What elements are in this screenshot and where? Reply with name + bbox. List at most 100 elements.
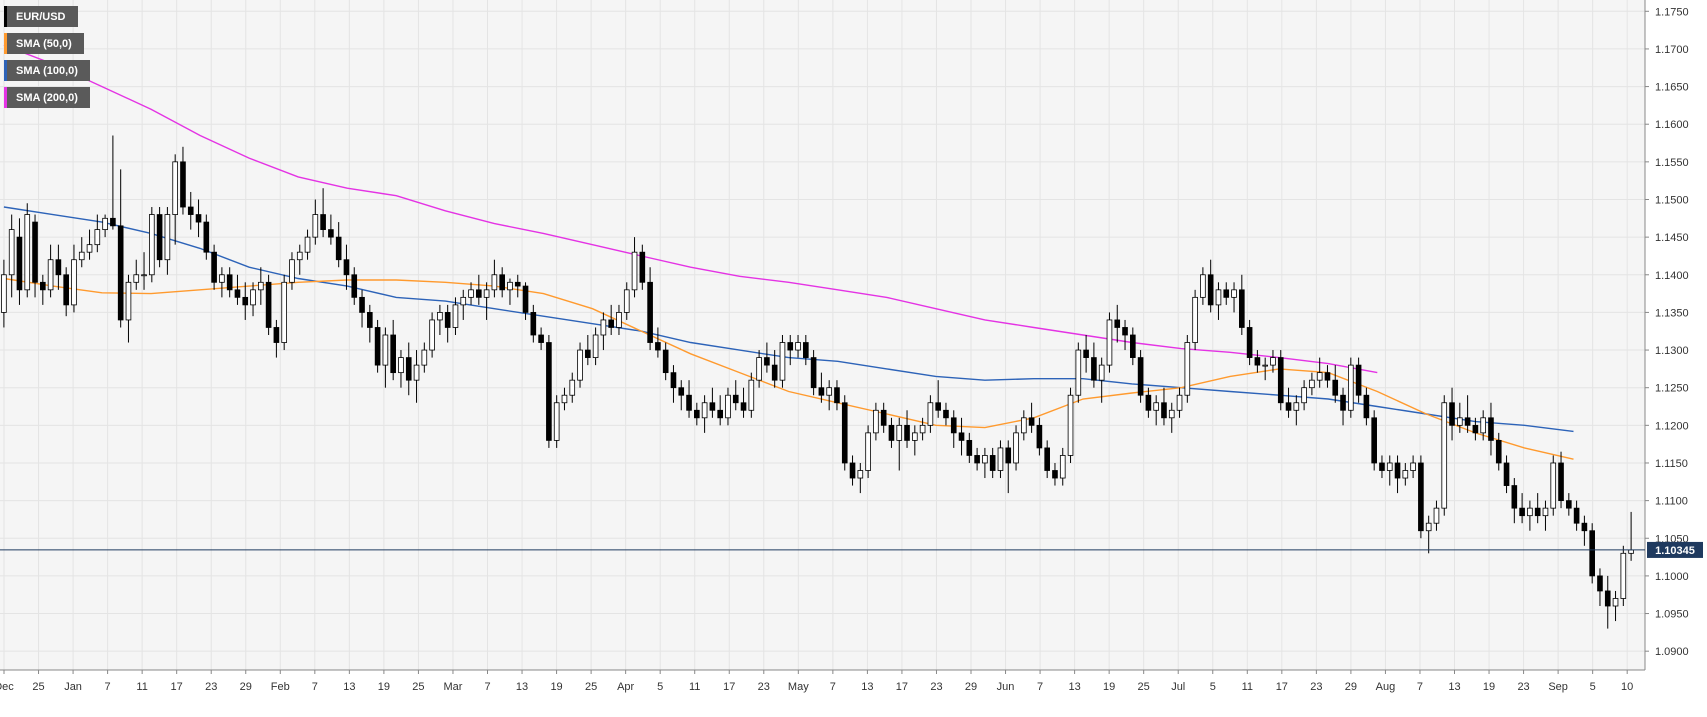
candle-bearish bbox=[320, 214, 326, 231]
legend-item-price[interactable]: EUR/USD bbox=[4, 6, 78, 27]
candle-bearish bbox=[1355, 364, 1362, 396]
x-tick-label: Jul bbox=[1171, 681, 1185, 693]
legend-label-sma200: SMA (200,0) bbox=[16, 91, 78, 104]
candle-bearish bbox=[764, 357, 770, 366]
candle-bearish bbox=[1566, 500, 1572, 509]
candle-bullish bbox=[413, 364, 420, 381]
x-tick-label: 23 bbox=[758, 681, 770, 693]
candle-bearish bbox=[55, 259, 62, 276]
candle-bearish bbox=[242, 296, 249, 306]
candle-bearish bbox=[1581, 522, 1588, 532]
candle-bullish bbox=[125, 281, 132, 321]
candle-bullish bbox=[623, 289, 630, 313]
candle-bearish bbox=[367, 312, 373, 328]
candle-bullish bbox=[756, 357, 762, 381]
chart-legend: EUR/USD SMA (50,0) SMA (100,0) SMA (200,… bbox=[4, 6, 90, 114]
y-tick-label: 1.1200 bbox=[1655, 420, 1689, 432]
candle-bearish bbox=[117, 225, 124, 321]
candle-bullish bbox=[1457, 417, 1463, 426]
candle-bearish bbox=[1464, 417, 1471, 426]
candle-bearish bbox=[328, 229, 334, 238]
y-tick-label: 1.1150 bbox=[1655, 458, 1688, 470]
candle-bullish bbox=[133, 274, 140, 283]
candle-bearish bbox=[1036, 424, 1043, 449]
candle-bearish bbox=[1558, 462, 1564, 502]
candle-bearish bbox=[818, 387, 825, 396]
y-tick-label: 1.0900 bbox=[1655, 646, 1689, 658]
candle-bullish bbox=[1215, 289, 1222, 306]
candle-bullish bbox=[779, 342, 786, 381]
candle-bullish bbox=[865, 432, 871, 471]
x-tick-label: 13 bbox=[1068, 681, 1080, 693]
candle-bearish bbox=[546, 342, 552, 441]
x-tick-label: 5 bbox=[1590, 681, 1596, 693]
candle-bullish bbox=[1270, 357, 1276, 366]
x-tick-label: 23 bbox=[930, 681, 942, 693]
candle-bullish bbox=[1293, 402, 1300, 411]
candle-bearish bbox=[1277, 357, 1284, 404]
legend-swatch-price bbox=[4, 6, 7, 27]
candle-bullish bbox=[577, 349, 583, 381]
candle-bearish bbox=[935, 402, 941, 411]
candle-bullish bbox=[382, 334, 389, 366]
candle-bearish bbox=[538, 334, 544, 343]
x-tick-label: 13 bbox=[516, 681, 528, 693]
y-tick-label: 1.1450 bbox=[1655, 232, 1689, 244]
y-tick-label: 1.1550 bbox=[1655, 157, 1689, 169]
candle-bearish bbox=[958, 432, 965, 441]
legend-item-sma200[interactable]: SMA (200,0) bbox=[4, 87, 90, 108]
candle-bullish bbox=[1168, 409, 1175, 419]
candle-bearish bbox=[1449, 402, 1455, 426]
legend-item-sma100[interactable]: SMA (100,0) bbox=[4, 60, 90, 81]
x-tick-label: 17 bbox=[723, 681, 735, 693]
candle-bullish bbox=[468, 289, 474, 298]
candle-bearish bbox=[1597, 575, 1603, 592]
candle-bearish bbox=[1239, 289, 1245, 328]
x-tick-label: 13 bbox=[343, 681, 355, 693]
x-tick-label: 11 bbox=[136, 681, 147, 693]
candle-bearish bbox=[335, 236, 342, 261]
candle-bullish bbox=[219, 274, 225, 283]
x-tick-label: 7 bbox=[484, 681, 490, 693]
candle-bearish bbox=[405, 357, 412, 381]
candle-bearish bbox=[1044, 447, 1050, 471]
plot-background bbox=[0, 0, 1645, 670]
candle-bullish bbox=[102, 217, 108, 231]
y-tick-label: 1.1700 bbox=[1655, 44, 1689, 56]
candle-bearish bbox=[1207, 274, 1214, 306]
candle-bullish bbox=[1059, 455, 1066, 479]
x-tick-label: 29 bbox=[1345, 681, 1357, 693]
x-tick-label: 5 bbox=[1210, 681, 1216, 693]
candle-bullish bbox=[997, 447, 1004, 471]
candle-bearish bbox=[717, 409, 723, 419]
candle-bearish bbox=[1534, 507, 1541, 517]
candle-bearish bbox=[1005, 447, 1012, 464]
y-tick-label: 1.1100 bbox=[1655, 496, 1688, 508]
candle-bearish bbox=[841, 402, 848, 464]
candle-bearish bbox=[670, 372, 677, 389]
candle-bullish bbox=[1410, 462, 1416, 471]
candle-bullish bbox=[429, 319, 435, 351]
candle-bullish bbox=[1176, 394, 1183, 411]
candle-bearish bbox=[265, 281, 272, 328]
y-tick-label: 1.1250 bbox=[1655, 383, 1689, 395]
y-tick-label: 1.1600 bbox=[1655, 119, 1689, 131]
candle-bearish bbox=[880, 409, 887, 426]
legend-item-sma50[interactable]: SMA (50,0) bbox=[4, 33, 84, 54]
candle-bullish bbox=[8, 229, 15, 276]
candle-bearish bbox=[849, 462, 856, 479]
candle-bullish bbox=[1192, 296, 1198, 343]
candle-bullish bbox=[71, 259, 77, 306]
candle-bearish bbox=[1114, 319, 1121, 328]
x-tick-label: 23 bbox=[1310, 681, 1322, 693]
candle-bearish bbox=[1130, 334, 1136, 358]
x-tick-label: 13 bbox=[861, 681, 873, 693]
candle-bullish bbox=[483, 289, 490, 298]
x-tick-label: 23 bbox=[205, 681, 217, 693]
x-tick-label: 29 bbox=[240, 681, 252, 693]
x-tick-label: 19 bbox=[1103, 681, 1115, 693]
candle-bullish bbox=[1425, 522, 1432, 532]
candle-bearish bbox=[530, 312, 537, 336]
